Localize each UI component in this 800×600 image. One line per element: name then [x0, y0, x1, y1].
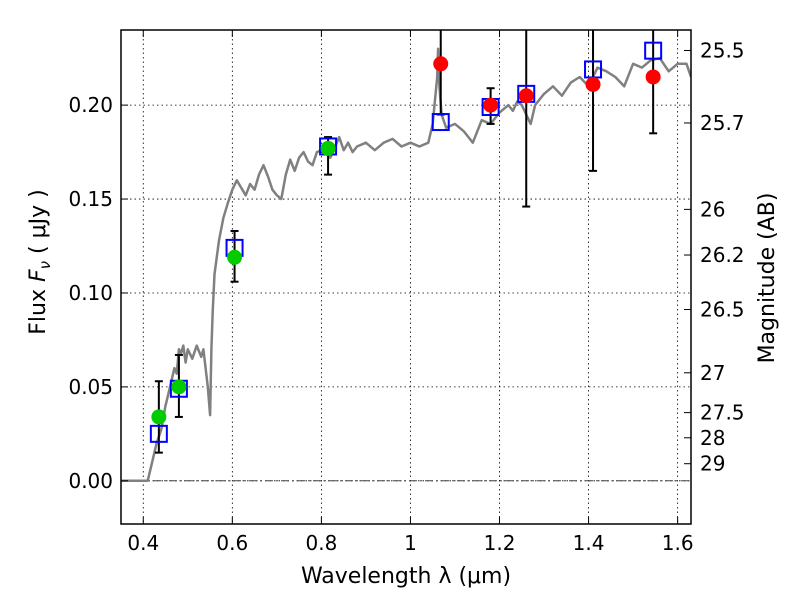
y-tick-labels: 0.00 0.05 0.10 0.15 0.20 [68, 93, 113, 493]
y-tick-label: 0.00 [68, 469, 113, 493]
x-tick-label: 0.8 [305, 531, 337, 555]
model-sed-line [121, 47, 691, 483]
data-point [585, 76, 601, 92]
x-axis-label: Wavelength λ (μm) [301, 564, 511, 589]
axis-ticks [121, 30, 691, 524]
x-tick-label: 0.4 [127, 531, 159, 555]
data-point [171, 379, 187, 395]
y-tick-label: 0.20 [68, 93, 113, 117]
y-tick-label: 0.15 [68, 187, 113, 211]
y-axis-label: Flux Fν ( μJy ) [26, 189, 54, 334]
magnitude-tick-label: 26.2 [700, 243, 745, 267]
model-flux-square [431, 113, 450, 132]
magnitude-tick-label: 27.5 [700, 401, 745, 425]
grid [121, 30, 691, 524]
data-point [483, 97, 499, 113]
plot-area [121, 30, 691, 483]
data-point [645, 69, 661, 85]
magnitude-tick-label: 28 [700, 426, 725, 450]
x-tick-label: 1.2 [484, 531, 516, 555]
model-flux-square [149, 424, 168, 443]
x-tick-label: 0.6 [216, 531, 248, 555]
y2-axis-label: Magnitude (AB) [755, 193, 780, 364]
x-tick-label: 1.6 [662, 531, 694, 555]
data-point [433, 56, 449, 72]
model-flux-square [644, 41, 663, 60]
data-point [320, 140, 336, 156]
magnitude-tick-label: 26 [700, 197, 725, 221]
plot-background [121, 30, 691, 524]
x-tick-labels: 0.4 0.6 0.8 1 1.2 1.4 1.6 [127, 531, 693, 555]
magnitude-tick-label: 25.5 [700, 38, 745, 62]
data-point [518, 88, 534, 104]
data-point [151, 409, 167, 425]
data-point [227, 249, 243, 265]
y-tick-label: 0.05 [68, 375, 113, 399]
observed-points [151, 56, 661, 425]
x-tick-label: 1.4 [573, 531, 605, 555]
y-tick-label: 0.10 [68, 281, 113, 305]
magnitude-tick-label: 25.7 [700, 111, 745, 135]
magnitude-tick-label: 27 [700, 361, 725, 385]
magnitude-tick-label: 29 [700, 452, 725, 476]
x-tick-label: 1 [404, 531, 417, 555]
magnitude-tick-label: 26.5 [700, 297, 745, 321]
plot-frame [120, 29, 692, 525]
